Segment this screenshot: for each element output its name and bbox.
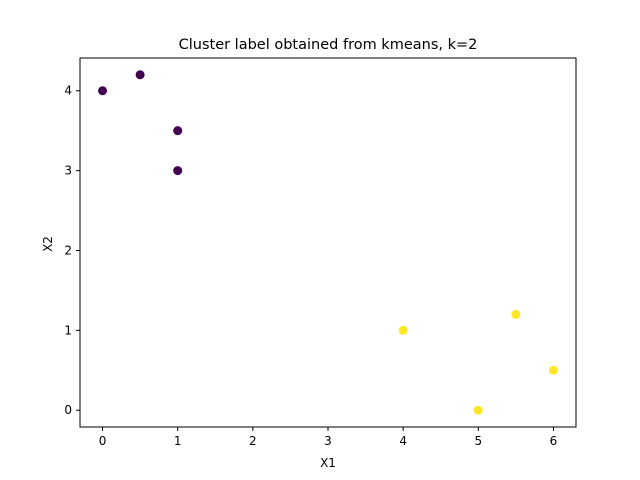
y-axis-label: X2 xyxy=(41,236,55,252)
x-tick-label: 3 xyxy=(324,434,332,448)
x-tick-label: 2 xyxy=(249,434,257,448)
x-tick-label: 4 xyxy=(399,434,407,448)
y-tick-label: 4 xyxy=(64,84,72,98)
scatter-point-cluster-1 xyxy=(548,365,558,375)
scatter-point-cluster-1 xyxy=(511,309,521,319)
scatter-point-cluster-1 xyxy=(398,325,408,335)
y-tick-label: 1 xyxy=(64,323,72,337)
chart-title: Cluster label obtained from kmeans, k=2 xyxy=(179,37,478,53)
x-tick-label: 6 xyxy=(550,434,558,448)
x-axis-label: X1 xyxy=(320,456,336,470)
scatter-point-cluster-0 xyxy=(173,166,183,176)
y-tick-label: 2 xyxy=(64,243,72,257)
y-tick-label: 0 xyxy=(64,403,72,417)
scatter-point-cluster-0 xyxy=(135,70,145,80)
scatter-point-cluster-1 xyxy=(473,405,483,415)
scatter-point-cluster-0 xyxy=(173,126,183,136)
scatter-point-cluster-0 xyxy=(98,86,108,96)
y-tick-label: 3 xyxy=(64,164,72,178)
x-tick-label: 0 xyxy=(99,434,107,448)
plot-area xyxy=(98,70,558,415)
x-tick-label: 1 xyxy=(174,434,182,448)
x-tick-label: 5 xyxy=(474,434,482,448)
